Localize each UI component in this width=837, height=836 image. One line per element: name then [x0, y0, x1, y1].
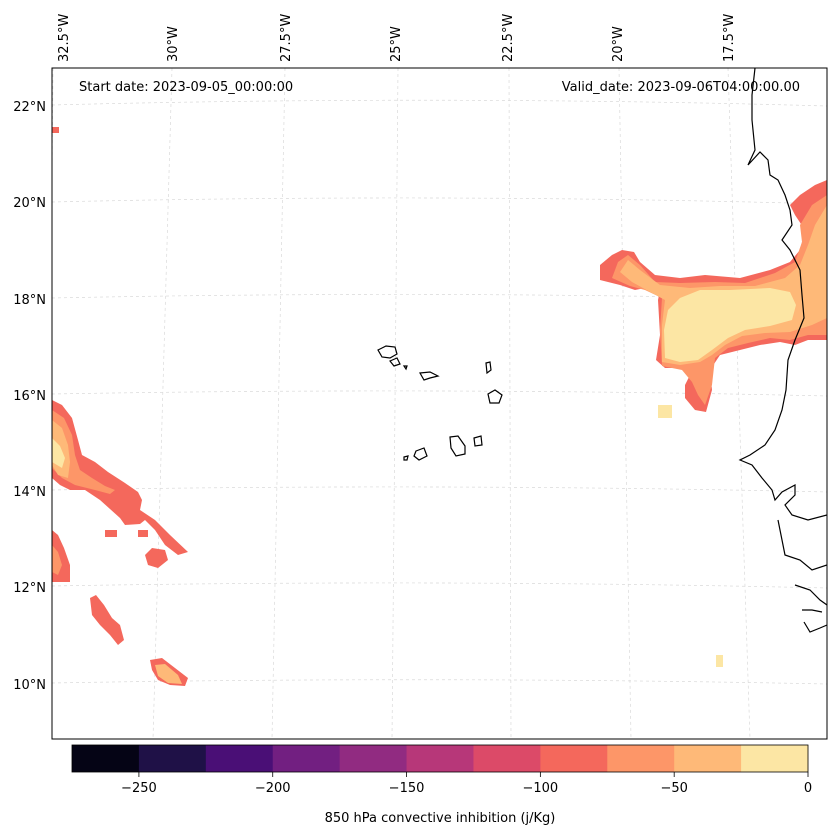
cin-patch-west-lower [145, 548, 168, 568]
lon-tick-label: 20°W [611, 26, 626, 62]
sal-island [485, 361, 492, 375]
colorbar-tick-label: −200 [255, 781, 291, 796]
cin-patch-nw-speck [52, 127, 59, 133]
colorbar-segment [540, 745, 608, 772]
lon-tick-label: 25°W [389, 26, 404, 62]
colorbar-tick-label: −100 [523, 781, 559, 796]
colorbar-segment [72, 745, 140, 772]
colorbar-segment [741, 745, 809, 772]
lat-tick-label: 16°N [13, 389, 46, 404]
colorbar-tick-label: 0 [804, 781, 812, 796]
lon-tick-label: 32.5°W [57, 14, 72, 62]
fogo-island [413, 447, 428, 461]
cin-contours [52, 127, 827, 686]
colorbar-ticks: −250 −200 −150 −100 −50 0 [121, 772, 812, 796]
cin-patch-east-core [664, 288, 796, 362]
map-frame [51, 67, 828, 740]
cin-patch-west-left-inner [52, 545, 62, 575]
sao-vicente-island [389, 357, 401, 367]
santiago-island [449, 435, 466, 457]
santo-antao-island [377, 345, 398, 359]
lat-tick-labels: 22°N 20°N 18°N 16°N 14°N 12°N 10°N [13, 100, 46, 693]
lat-tick-label: 18°N [13, 293, 46, 308]
colorbar-segment [272, 745, 341, 772]
lon-tick-label: 30°W [166, 26, 181, 62]
lat-tick-label: 12°N [13, 581, 46, 596]
lat-tick-label: 20°N [13, 196, 46, 211]
cin-patch-sw-2-inner [155, 664, 182, 684]
colorbar-segment [674, 745, 742, 772]
cin-patch-west-speck2 [138, 530, 148, 537]
cin-patch-east-speck2 [716, 655, 723, 667]
valid-date-annotation: Valid_date: 2023-09-06T04:00:00.00 [562, 80, 800, 95]
santa-luzia-island [402, 365, 408, 371]
colorbar-tick-label: −50 [660, 781, 687, 796]
cin-patch-sw-1 [90, 595, 124, 645]
lon-tick-label: 22.5°W [501, 14, 516, 62]
lon-tick-labels: 32.5°W 30°W 27.5°W 25°W 22.5°W 20°W 17.5… [57, 14, 737, 62]
sao-nicolau-island [419, 371, 440, 381]
colorbar [72, 745, 809, 772]
cin-patch-west-core [52, 438, 65, 468]
colorbar-segment [473, 745, 541, 772]
lon-tick-label: 17.5°W [722, 14, 737, 62]
lat-tick-label: 22°N [13, 100, 46, 115]
colorbar-segment [406, 745, 474, 772]
map-axes [52, 68, 827, 739]
cape-verde-islands [377, 345, 503, 461]
colorbar-segment [339, 745, 408, 772]
colorbar-tick-label: −150 [389, 781, 425, 796]
cin-patch-east-speck [658, 405, 672, 418]
cin-patch-west-speck [105, 530, 117, 537]
colorbar-frame [71, 744, 809, 773]
colorbar-label: 850 hPa convective inhibition (j/Kg) [325, 811, 556, 826]
brava-island [403, 455, 409, 461]
maio-island [473, 435, 483, 447]
coastlines [738, 68, 827, 633]
boa-vista-island [487, 389, 503, 404]
lat-tick-label: 10°N [13, 678, 46, 693]
lat-tick-label: 14°N [13, 485, 46, 500]
colorbar-tick-label: −250 [121, 781, 157, 796]
colorbar-segment [138, 745, 207, 772]
colorbar-segment [205, 745, 274, 772]
africa-coastline [738, 68, 827, 633]
colorbar-segment [607, 745, 675, 772]
start-date-annotation: Start date: 2023-09-05_00:00:00 [79, 80, 293, 95]
lon-tick-label: 27.5°W [279, 14, 294, 62]
